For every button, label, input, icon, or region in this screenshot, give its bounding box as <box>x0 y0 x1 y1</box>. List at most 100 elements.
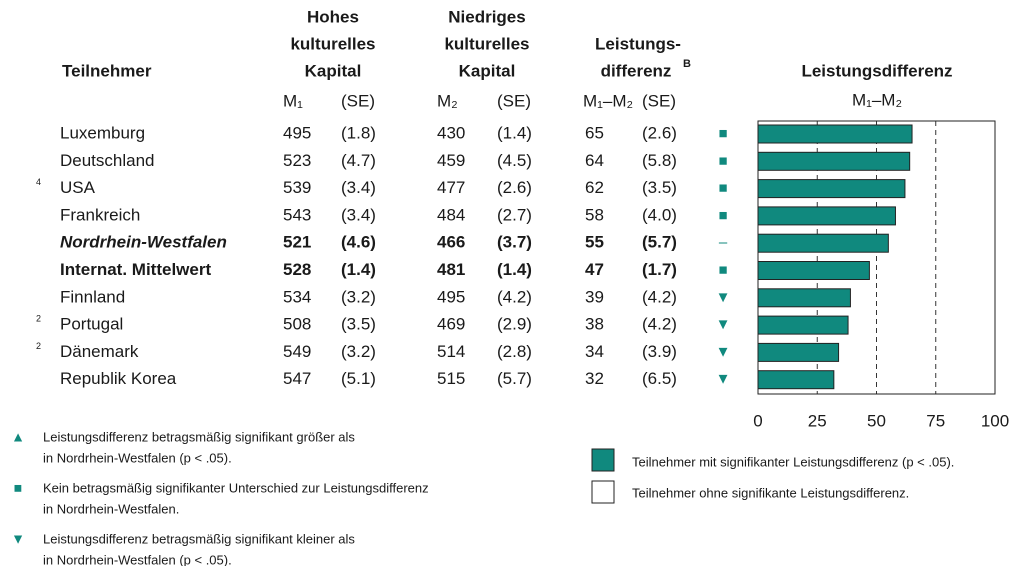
cell: 484 <box>437 205 465 224</box>
legend-box <box>591 480 615 504</box>
row-name: Dänemark <box>60 342 139 361</box>
cell: (2.7) <box>497 205 532 224</box>
sig-symbol: ■ <box>718 207 727 224</box>
header: kulturelles <box>444 34 529 53</box>
header-participant: Teilnehmer <box>62 61 152 80</box>
legend-text: Teilnehmer mit signifikanter Leistungsdi… <box>632 454 954 469</box>
legend-text: in Nordrhein-Westfalen. <box>43 501 179 516</box>
cell: 459 <box>437 151 465 170</box>
chart-title: Leistungsdifferenz <box>801 61 952 80</box>
cell: (4.2) <box>642 287 677 306</box>
sig-symbol: ■ <box>718 125 727 142</box>
cell: 523 <box>283 151 311 170</box>
legend-text: Leistungsdifferenz betragsmäßig signifik… <box>43 531 355 546</box>
cell: 469 <box>437 315 465 334</box>
cell: 495 <box>437 287 465 306</box>
cell: 62 <box>585 178 604 197</box>
row-name: Nordrhein-Westfalen <box>60 233 227 252</box>
legend-text: Teilnehmer ohne signifikante Leistungsdi… <box>632 485 909 500</box>
cell: 55 <box>585 233 604 252</box>
row-name: Internat. Mittelwert <box>60 260 211 279</box>
cell: 495 <box>283 123 311 142</box>
cell: (3.4) <box>341 205 376 224</box>
bar <box>757 124 913 144</box>
header: differenz <box>601 61 672 80</box>
cell: 534 <box>283 287 311 306</box>
cell: (2.6) <box>642 123 677 142</box>
cell: 549 <box>283 342 311 361</box>
sig-symbol: ■ <box>718 261 727 278</box>
row-name: Portugal <box>60 315 123 334</box>
cell: 515 <box>437 369 465 388</box>
sig-symbol: – <box>719 234 728 251</box>
cell: 34 <box>585 342 604 361</box>
bar <box>757 261 870 280</box>
x-tick-label: 100 <box>981 411 1009 430</box>
x-tick-label: 0 <box>753 411 762 430</box>
cell: (3.2) <box>341 342 376 361</box>
header: Kapital <box>305 61 362 80</box>
plot-frame <box>757 120 996 395</box>
subheader: M₁–M₂ <box>583 91 633 110</box>
cell: (5.1) <box>341 369 376 388</box>
row-name: USA <box>60 178 96 197</box>
cell: (4.2) <box>642 315 677 334</box>
bar <box>757 315 849 335</box>
cell: (1.8) <box>341 123 376 142</box>
header: Niedriges <box>448 7 525 26</box>
cell: 39 <box>585 287 604 306</box>
bar <box>757 342 840 362</box>
legend-text: in Nordrhein-Westfalen (p < .05). <box>43 450 232 465</box>
cell: 38 <box>585 315 604 334</box>
cell: 47 <box>585 260 604 279</box>
legend-symbol: ■ <box>14 480 22 496</box>
subheader: M₁ <box>283 91 303 110</box>
cell: (1.4) <box>497 123 532 142</box>
cell: (1.4) <box>341 260 376 279</box>
cell: 65 <box>585 123 604 142</box>
bar <box>757 370 835 390</box>
subheader: (SE) <box>642 91 676 110</box>
cell: 543 <box>283 205 311 224</box>
cell: 481 <box>437 260 465 279</box>
cell: 528 <box>283 260 311 279</box>
header: Hohes <box>307 7 359 26</box>
cell: 514 <box>437 342 465 361</box>
cell: 508 <box>283 315 311 334</box>
cell: 32 <box>585 369 604 388</box>
subheader: (SE) <box>497 91 531 110</box>
cell: (4.2) <box>497 287 532 306</box>
cell: 58 <box>585 205 604 224</box>
cell: (1.4) <box>497 260 532 279</box>
row-name: Finnland <box>60 287 125 306</box>
sig-symbol: ■ <box>718 152 727 169</box>
cell: (1.7) <box>642 260 677 279</box>
cell: (6.5) <box>642 369 677 388</box>
cell: 430 <box>437 123 465 142</box>
row-note: 2 <box>36 341 41 351</box>
row-name: Luxemburg <box>60 123 145 142</box>
legend-text: in Nordrhein-Westfalen (p < .05). <box>43 552 232 566</box>
cell: (3.9) <box>642 342 677 361</box>
sig-symbol: ▼ <box>716 289 731 306</box>
row-name: Deutschland <box>60 151 155 170</box>
cell: (4.5) <box>497 151 532 170</box>
cell: (5.8) <box>642 151 677 170</box>
cell: (3.7) <box>497 233 532 252</box>
bar <box>757 179 906 199</box>
cell: (5.7) <box>497 369 532 388</box>
sig-symbol: ▼ <box>716 371 731 388</box>
bar <box>757 288 851 308</box>
cell: (3.2) <box>341 287 376 306</box>
x-tick-label: 75 <box>926 411 945 430</box>
legend-box <box>591 448 615 472</box>
subheader: M₂ <box>437 91 458 110</box>
header: Leistungs- <box>595 34 681 53</box>
legend-symbol: ▼ <box>11 531 25 547</box>
sig-symbol: ▼ <box>716 316 731 333</box>
subheader: (SE) <box>341 91 375 110</box>
cell: 64 <box>585 151 604 170</box>
cell: (2.9) <box>497 315 532 334</box>
cell: 547 <box>283 369 311 388</box>
